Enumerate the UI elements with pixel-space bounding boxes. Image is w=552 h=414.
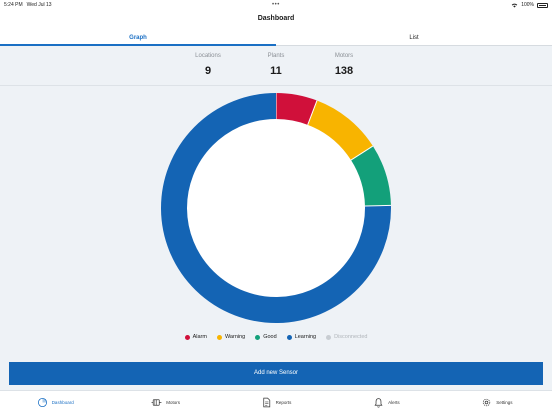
sensor-status-chart	[0, 86, 552, 330]
stat-value: 9	[204, 65, 212, 77]
donut-slice-warning[interactable]	[307, 100, 373, 161]
status-bar: 5:24 PM Wed Jul 13 ••• 100%	[0, 0, 552, 10]
add-new-sensor-button[interactable]: Add new Sensor	[9, 362, 543, 385]
legend-item-good[interactable]: Good	[255, 334, 277, 340]
legend-item-learning[interactable]: Learning	[286, 334, 317, 340]
donut-slice-learning[interactable]	[161, 93, 391, 323]
legend-swatch	[255, 334, 261, 340]
tabbar-item-motors[interactable]: Motors	[110, 391, 220, 414]
slice-separator	[364, 204, 391, 207]
stat-locations[interactable]: Locations 9	[183, 46, 233, 85]
donut-slice-good[interactable]	[350, 146, 391, 207]
stat-plants[interactable]: Plants 11	[261, 46, 291, 85]
stat-label: Motors	[334, 53, 354, 59]
tabbar-label: Settings	[496, 400, 513, 405]
slice-separator	[307, 100, 318, 126]
tab-graph[interactable]: Graph	[0, 32, 276, 46]
page-title: Dashboard	[257, 15, 295, 22]
navigation-bar: Dashboard	[0, 10, 552, 32]
tabbar-label: Reports	[275, 400, 292, 405]
bottom-tab-bar: Dashboard Motors Reports Alerts Settings	[0, 390, 552, 414]
stat-label: Locations	[195, 53, 221, 59]
tab-list[interactable]: List	[276, 32, 552, 46]
stat-motors[interactable]: Motors 138	[319, 46, 369, 85]
status-time: 5:24 PM	[4, 2, 23, 8]
legend-label: Alarm	[192, 334, 207, 340]
view-segment-control: Graph List	[0, 32, 552, 46]
tabbar-item-reports[interactable]: Reports	[221, 391, 331, 414]
summary-stats: Locations 9 Plants 11 Motors 138	[0, 46, 552, 86]
legend-swatch	[184, 334, 190, 340]
stat-label: Plants	[267, 53, 285, 59]
legend-item-disconnected[interactable]: Disconnected	[326, 334, 367, 340]
legend-label: Good	[263, 334, 277, 340]
donut-chart	[161, 93, 391, 323]
battery-percentage: 100%	[521, 2, 534, 8]
stat-value: 138	[334, 65, 354, 77]
motor-icon	[151, 399, 162, 406]
legend-swatch	[326, 334, 332, 340]
battery-icon	[537, 2, 548, 8]
donut-slice-alarm[interactable]	[275, 93, 317, 125]
donut-hole	[187, 119, 365, 297]
status-date: Wed Jul 13	[26, 2, 52, 8]
stat-value: 11	[270, 65, 282, 77]
tabbar-item-dashboard[interactable]: Dashboard	[0, 391, 110, 414]
legend-swatch	[286, 334, 292, 340]
legend-label: Warning	[224, 334, 246, 340]
chart-legend: Alarm Warning Good Learning Disconnected	[0, 334, 552, 340]
dashboard-icon	[37, 397, 47, 408]
gear-icon	[483, 398, 491, 407]
legend-swatch	[216, 334, 222, 340]
bell-icon	[374, 398, 383, 408]
tabbar-item-settings[interactable]: Settings	[442, 391, 552, 414]
tabbar-label: Dashboard	[51, 400, 74, 405]
legend-label: Learning	[294, 334, 317, 340]
multitasking-dots-icon[interactable]: •••	[272, 2, 280, 8]
legend-item-warning[interactable]: Warning	[216, 334, 246, 340]
tabbar-label: Motors	[166, 400, 180, 405]
legend-item-alarm[interactable]: Alarm	[184, 334, 207, 340]
tabbar-item-alerts[interactable]: Alerts	[331, 391, 441, 414]
reports-icon	[263, 397, 270, 408]
wifi-icon	[511, 3, 518, 7]
legend-label: Disconnected	[334, 334, 368, 340]
slice-separator	[350, 145, 374, 161]
tabbar-label: Alerts	[388, 400, 400, 405]
